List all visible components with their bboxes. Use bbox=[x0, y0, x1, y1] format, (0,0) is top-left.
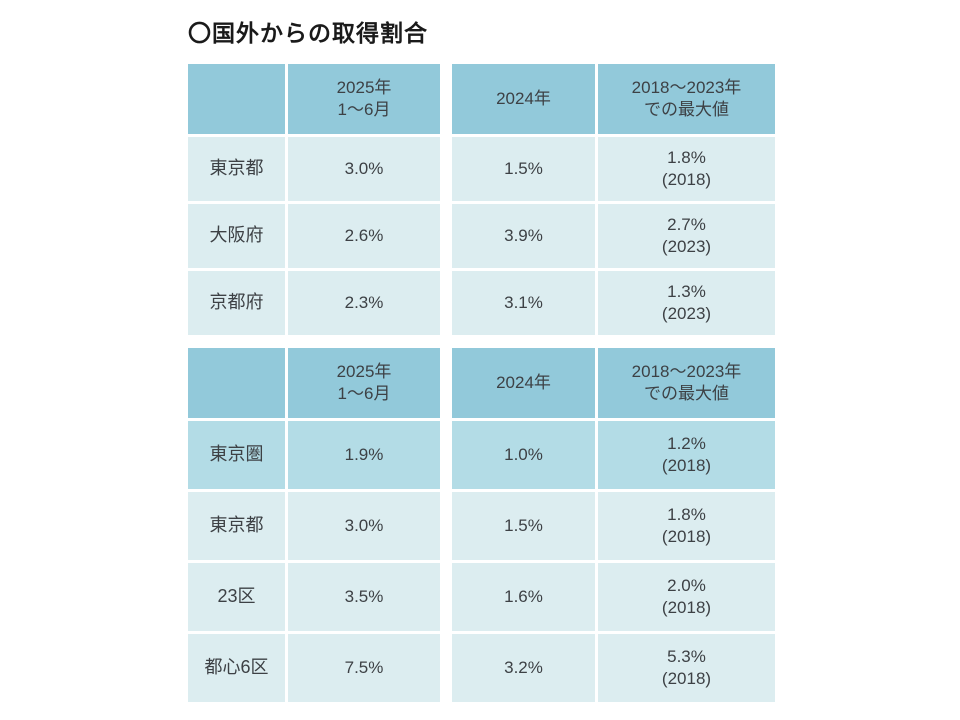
value-2025: 2.6% bbox=[288, 204, 440, 268]
table-row-kyoto: 京都府 2.3% 3.1% 1.3% (2023) bbox=[188, 271, 775, 335]
header-cell-2024: 2024年 bbox=[452, 64, 595, 134]
page-content: 〇国外からの取得割合 2025年 1〜6月 2024年 2018〜2023年 で… bbox=[188, 14, 788, 702]
value-2024: 1.5% bbox=[452, 137, 595, 201]
header-cell-2025: 2025年 1〜6月 bbox=[288, 348, 440, 418]
header-cell-max-value: 2018〜2023年 での最大値 bbox=[598, 64, 775, 134]
value-max: 1.2% (2018) bbox=[598, 421, 775, 489]
header-cell-2025: 2025年 1〜6月 bbox=[288, 64, 440, 134]
value-max: 1.8% (2018) bbox=[598, 492, 775, 560]
table-row-tokyo-to: 東京都 3.0% 1.5% 1.8% (2018) bbox=[188, 137, 775, 201]
value-2024: 1.6% bbox=[452, 563, 595, 631]
value-2024: 3.2% bbox=[452, 634, 595, 702]
value-2024: 3.1% bbox=[452, 271, 595, 335]
value-max: 1.8% (2018) bbox=[598, 137, 775, 201]
row-label: 京都府 bbox=[188, 271, 285, 335]
table-header-row: 2025年 1〜6月 2024年 2018〜2023年 での最大値 bbox=[188, 348, 775, 418]
header-cell-2024: 2024年 bbox=[452, 348, 595, 418]
table-row-central-6-wards: 都心6区 7.5% 3.2% 5.3% (2018) bbox=[188, 634, 775, 702]
table-row-23-wards: 23区 3.5% 1.6% 2.0% (2018) bbox=[188, 563, 775, 631]
row-label: 大阪府 bbox=[188, 204, 285, 268]
value-2024: 3.9% bbox=[452, 204, 595, 268]
value-2025: 3.0% bbox=[288, 492, 440, 560]
table-row-osaka: 大阪府 2.6% 3.9% 2.7% (2023) bbox=[188, 204, 775, 268]
table-header-row: 2025年 1〜6月 2024年 2018〜2023年 での最大値 bbox=[188, 64, 775, 134]
value-max: 2.7% (2023) bbox=[598, 204, 775, 268]
header-cell-blank bbox=[188, 64, 285, 134]
value-2024: 1.5% bbox=[452, 492, 595, 560]
header-cell-max-value: 2018〜2023年 での最大値 bbox=[598, 348, 775, 418]
value-max: 1.3% (2023) bbox=[598, 271, 775, 335]
value-max: 2.0% (2018) bbox=[598, 563, 775, 631]
page-title: 〇国外からの取得割合 bbox=[188, 20, 428, 46]
row-label: 東京都 bbox=[188, 492, 285, 560]
value-2024: 1.0% bbox=[452, 421, 595, 489]
value-2025: 3.5% bbox=[288, 563, 440, 631]
value-2025: 7.5% bbox=[288, 634, 440, 702]
table-row-tokyo-to: 東京都 3.0% 1.5% 1.8% (2018) bbox=[188, 492, 775, 560]
header-cell-blank bbox=[188, 348, 285, 418]
value-2025: 1.9% bbox=[288, 421, 440, 489]
table-tokyo-area: 2025年 1〜6月 2024年 2018〜2023年 での最大値 東京圏 1.… bbox=[188, 348, 775, 702]
row-label: 都心6区 bbox=[188, 634, 285, 702]
value-max: 5.3% (2018) bbox=[598, 634, 775, 702]
row-label: 23区 bbox=[188, 563, 285, 631]
value-2025: 3.0% bbox=[288, 137, 440, 201]
row-label: 東京圏 bbox=[188, 421, 285, 489]
value-2025: 2.3% bbox=[288, 271, 440, 335]
table-prefectures: 2025年 1〜6月 2024年 2018〜2023年 での最大値 東京都 3.… bbox=[188, 64, 775, 335]
table-row-tokyo-ken: 東京圏 1.9% 1.0% 1.2% (2018) bbox=[188, 421, 775, 489]
row-label: 東京都 bbox=[188, 137, 285, 201]
